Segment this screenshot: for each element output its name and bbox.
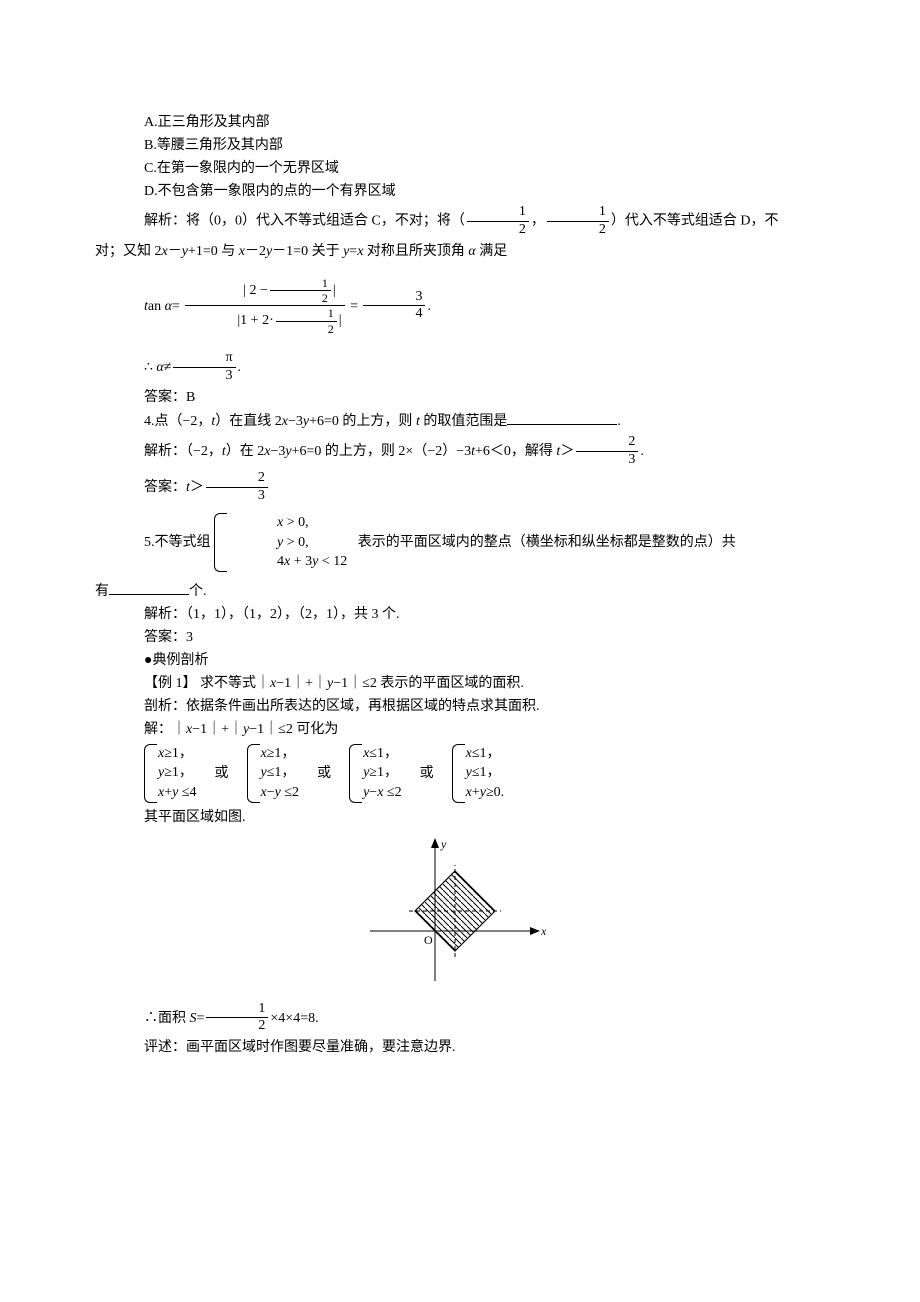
system-4: x≤1， y≤1， x+y≥0. bbox=[452, 744, 505, 803]
area-calc: ∴面积 S=12×4×4=8. bbox=[95, 1001, 825, 1036]
option-c: C.在第一象限内的一个无界区域 bbox=[95, 158, 825, 179]
answer-3: 答案：B bbox=[95, 387, 825, 408]
region-figure: y x O bbox=[95, 836, 825, 993]
tan-equation: tan α= | 2 −12| |1 + 2·12| = 34. bbox=[95, 276, 825, 337]
system-1: x≥1， y≥1， x+y ≤4 bbox=[144, 744, 197, 803]
example-1: 【例 1】 求不等式｜x−1｜+｜y−1｜≤2 表示的平面区域的面积. bbox=[95, 673, 825, 694]
system-3: x≤1， y≥1， y−x ≤2 bbox=[349, 744, 402, 803]
system-q5: x > 0, y > 0, 4x + 3y < 12 bbox=[214, 513, 347, 572]
therefore-alpha: ∴ α≠π3. bbox=[95, 350, 825, 385]
analysis-3-line2: 对；又知 2x－y+1=0 与 x－2y－1=0 关于 y=x 对称且所夹顶角 … bbox=[95, 241, 825, 262]
section-header: ●典例剖析 bbox=[95, 650, 825, 671]
question-4: 4.点（−2，t）在直线 2x−3y+6=0 的上方，则 t 的取值范围是. bbox=[95, 410, 825, 432]
blank-q4 bbox=[507, 410, 617, 425]
blank-q5 bbox=[109, 580, 189, 595]
region-caption: 其平面区域如图. bbox=[95, 807, 825, 828]
systems-row: x≥1， y≥1， x+y ≤4 或 x≥1， y≤1， x−y ≤2 或 x≤… bbox=[144, 744, 825, 803]
svg-text:y: y bbox=[440, 837, 447, 851]
answer-4: 答案：t＞23 bbox=[95, 470, 825, 505]
system-2: x≥1， y≤1， x−y ≤2 bbox=[247, 744, 300, 803]
svg-text:x: x bbox=[540, 924, 547, 938]
option-b: B.等腰三角形及其内部 bbox=[95, 135, 825, 156]
option-d: D.不包含第一象限内的点的一个有界区域 bbox=[95, 181, 825, 202]
analysis-4: 解析：（−2，t）在 2x−3y+6=0 的上方，则 2×（−2）−3t+6＜0… bbox=[95, 434, 825, 469]
question-5-line2: 有个. bbox=[95, 580, 825, 602]
svg-text:O: O bbox=[424, 933, 433, 947]
comment: 评述：画平面区域时作图要尽量准确，要注意边界. bbox=[95, 1037, 825, 1058]
example-1-solution: 解：｜x−1｜+｜y−1｜≤2 可化为 bbox=[95, 719, 825, 740]
analysis-3-line1: 解析：将（0，0）代入不等式组适合 C，不对；将（12，12）代入不等式组适合 … bbox=[95, 204, 825, 239]
option-a: A.正三角形及其内部 bbox=[95, 112, 825, 133]
diamond-chart: y x O bbox=[365, 836, 555, 986]
question-5: 5.不等式组 x > 0, y > 0, 4x + 3y < 12 表示的平面区… bbox=[95, 513, 825, 572]
analysis-5: 解析：（1，1），（1，2），（2，1），共 3 个. bbox=[95, 604, 825, 625]
answer-5: 答案：3 bbox=[95, 627, 825, 648]
example-1-analysis: 剖析：依据条件画出所表达的区域，再根据区域的特点求其面积. bbox=[95, 696, 825, 717]
